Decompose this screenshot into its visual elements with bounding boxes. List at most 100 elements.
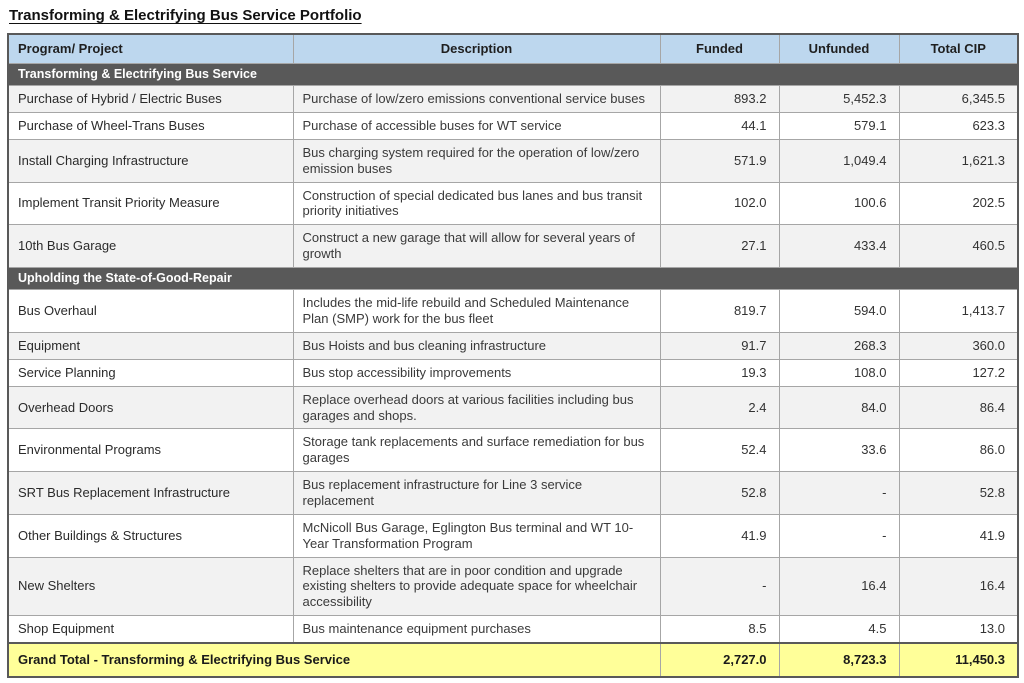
table-row: Purchase of Wheel-Trans Buses Purchase of… bbox=[7, 111, 1019, 140]
program-cell: Purchase of Wheel-Trans Buses bbox=[7, 111, 294, 140]
description-cell: Storage tank replacements and surface re… bbox=[292, 428, 661, 473]
description-cell: Purchase of accessible buses for WT serv… bbox=[292, 111, 661, 140]
table-row: Environmental Programs Storage tank repla… bbox=[7, 428, 1019, 473]
grand-total-row: Grand Total - Transforming & Electrifyin… bbox=[7, 641, 1019, 678]
table-row: Shop Equipment Bus maintenance equipment … bbox=[7, 615, 1019, 644]
column-header-row: Program/ Project Description Funded Unfu… bbox=[7, 33, 1019, 64]
description-cell: Bus stop accessibility improvements bbox=[292, 358, 661, 387]
total-cip-cell: 41.9 bbox=[898, 513, 1019, 558]
funded-cell: 819.7 bbox=[659, 289, 780, 333]
total-cip-cell: 6,345.5 bbox=[898, 85, 1019, 113]
table-row: New Shelters Replace shelters that are in… bbox=[7, 556, 1019, 617]
program-cell: Equipment bbox=[7, 331, 294, 360]
unfunded-cell: 108.0 bbox=[778, 358, 900, 387]
funded-cell: 41.9 bbox=[659, 513, 780, 558]
page-title: Transforming & Electrifying Bus Service … bbox=[9, 7, 362, 24]
description-cell: Bus maintenance equipment purchases bbox=[292, 615, 661, 644]
section-header-row: Transforming & Electrifying Bus Service bbox=[8, 62, 1018, 87]
grand-total-funded: 2,727.0 bbox=[659, 641, 780, 678]
funded-cell: 27.1 bbox=[659, 224, 780, 268]
unfunded-cell: - bbox=[778, 471, 900, 515]
program-cell: Service Planning bbox=[7, 358, 294, 387]
funded-cell: 893.2 bbox=[659, 85, 780, 113]
section-header-row: Upholding the State-of-Good-Repair bbox=[8, 266, 1018, 291]
table-row: Implement Transit Priority Measure Constr… bbox=[7, 181, 1019, 226]
table-row: Purchase of Hybrid / Electric Buses Purch… bbox=[7, 85, 1019, 113]
section-header-label: Upholding the State-of-Good-Repair bbox=[8, 266, 1018, 291]
funded-cell: 2.4 bbox=[659, 385, 780, 430]
unfunded-cell: 579.1 bbox=[778, 111, 900, 140]
total-cip-cell: 1,413.7 bbox=[898, 289, 1019, 333]
grand-total-total-cip: 11,450.3 bbox=[898, 641, 1019, 678]
description-cell: McNicoll Bus Garage, Eglington Bus termi… bbox=[292, 513, 661, 558]
total-cip-cell: 623.3 bbox=[898, 111, 1019, 140]
program-cell: Implement Transit Priority Measure bbox=[7, 181, 294, 226]
total-cip-cell: 202.5 bbox=[898, 181, 1019, 226]
description-cell: Construct a new garage that will allow f… bbox=[292, 224, 661, 268]
program-cell: Install Charging Infrastructure bbox=[7, 138, 294, 183]
program-cell: Other Buildings & Structures bbox=[7, 513, 294, 558]
total-cip-cell: 13.0 bbox=[898, 615, 1019, 644]
table-row: Overhead Doors Replace overhead doors at … bbox=[7, 385, 1019, 430]
table-row: Other Buildings & Structures McNicoll Bus… bbox=[7, 513, 1019, 558]
unfunded-cell: 5,452.3 bbox=[778, 85, 900, 113]
unfunded-cell: 594.0 bbox=[778, 289, 900, 333]
funded-cell: - bbox=[659, 556, 780, 617]
unfunded-cell: 268.3 bbox=[778, 331, 900, 360]
description-cell: Replace overhead doors at various facili… bbox=[292, 385, 661, 430]
total-cip-cell: 52.8 bbox=[898, 471, 1019, 515]
unfunded-cell: 4.5 bbox=[778, 615, 900, 644]
funded-cell: 91.7 bbox=[659, 331, 780, 360]
table-row: Service Planning Bus stop accessibility i… bbox=[7, 358, 1019, 387]
funded-cell: 19.3 bbox=[659, 358, 780, 387]
description-cell: Construction of special dedicated bus la… bbox=[292, 181, 661, 226]
portfolio-table: Program/ Project Description Funded Unfu… bbox=[7, 33, 1019, 678]
funded-cell: 52.8 bbox=[659, 471, 780, 515]
funded-cell: 8.5 bbox=[659, 615, 780, 644]
program-cell: SRT Bus Replacement Infrastructure bbox=[7, 471, 294, 515]
col-header-total-cip: Total CIP bbox=[898, 33, 1019, 64]
total-cip-cell: 16.4 bbox=[898, 556, 1019, 617]
col-header-description: Description bbox=[292, 33, 661, 64]
funded-cell: 52.4 bbox=[659, 428, 780, 473]
total-cip-cell: 86.0 bbox=[898, 428, 1019, 473]
unfunded-cell: 433.4 bbox=[778, 224, 900, 268]
description-cell: Bus charging system required for the ope… bbox=[292, 138, 661, 183]
table-row: SRT Bus Replacement Infrastructure Bus re… bbox=[7, 471, 1019, 515]
grand-total-label: Grand Total - Transforming & Electrifyin… bbox=[7, 641, 661, 678]
section-header-label: Transforming & Electrifying Bus Service bbox=[8, 62, 1018, 87]
unfunded-cell: 100.6 bbox=[778, 181, 900, 226]
table-row: Equipment Bus Hoists and bus cleaning inf… bbox=[7, 331, 1019, 360]
table-row: Bus Overhaul Includes the mid-life rebuil… bbox=[7, 289, 1019, 333]
program-cell: New Shelters bbox=[7, 556, 294, 617]
table-row: Install Charging Infrastructure Bus charg… bbox=[7, 138, 1019, 183]
col-header-program: Program/ Project bbox=[7, 33, 294, 64]
total-cip-cell: 86.4 bbox=[898, 385, 1019, 430]
program-cell: Shop Equipment bbox=[7, 615, 294, 644]
program-cell: Purchase of Hybrid / Electric Buses bbox=[7, 85, 294, 113]
program-cell: Environmental Programs bbox=[7, 428, 294, 473]
unfunded-cell: 84.0 bbox=[778, 385, 900, 430]
unfunded-cell: - bbox=[778, 513, 900, 558]
total-cip-cell: 1,621.3 bbox=[898, 138, 1019, 183]
description-cell: Purchase of low/zero emissions conventio… bbox=[292, 85, 661, 113]
funded-cell: 102.0 bbox=[659, 181, 780, 226]
unfunded-cell: 16.4 bbox=[778, 556, 900, 617]
program-cell: Bus Overhaul bbox=[7, 289, 294, 333]
grand-total-unfunded: 8,723.3 bbox=[778, 641, 900, 678]
funded-cell: 571.9 bbox=[659, 138, 780, 183]
total-cip-cell: 360.0 bbox=[898, 331, 1019, 360]
description-cell: Bus Hoists and bus cleaning infrastructu… bbox=[292, 331, 661, 360]
col-header-unfunded: Unfunded bbox=[778, 33, 900, 64]
total-cip-cell: 127.2 bbox=[898, 358, 1019, 387]
funded-cell: 44.1 bbox=[659, 111, 780, 140]
program-cell: 10th Bus Garage bbox=[7, 224, 294, 268]
table-row: 10th Bus Garage Construct a new garage th… bbox=[7, 224, 1019, 268]
program-cell: Overhead Doors bbox=[7, 385, 294, 430]
unfunded-cell: 33.6 bbox=[778, 428, 900, 473]
table-body: Transforming & Electrifying Bus Service P… bbox=[7, 62, 1019, 644]
description-cell: Bus replacement infrastructure for Line … bbox=[292, 471, 661, 515]
description-cell: Replace shelters that are in poor condit… bbox=[292, 556, 661, 617]
unfunded-cell: 1,049.4 bbox=[778, 138, 900, 183]
